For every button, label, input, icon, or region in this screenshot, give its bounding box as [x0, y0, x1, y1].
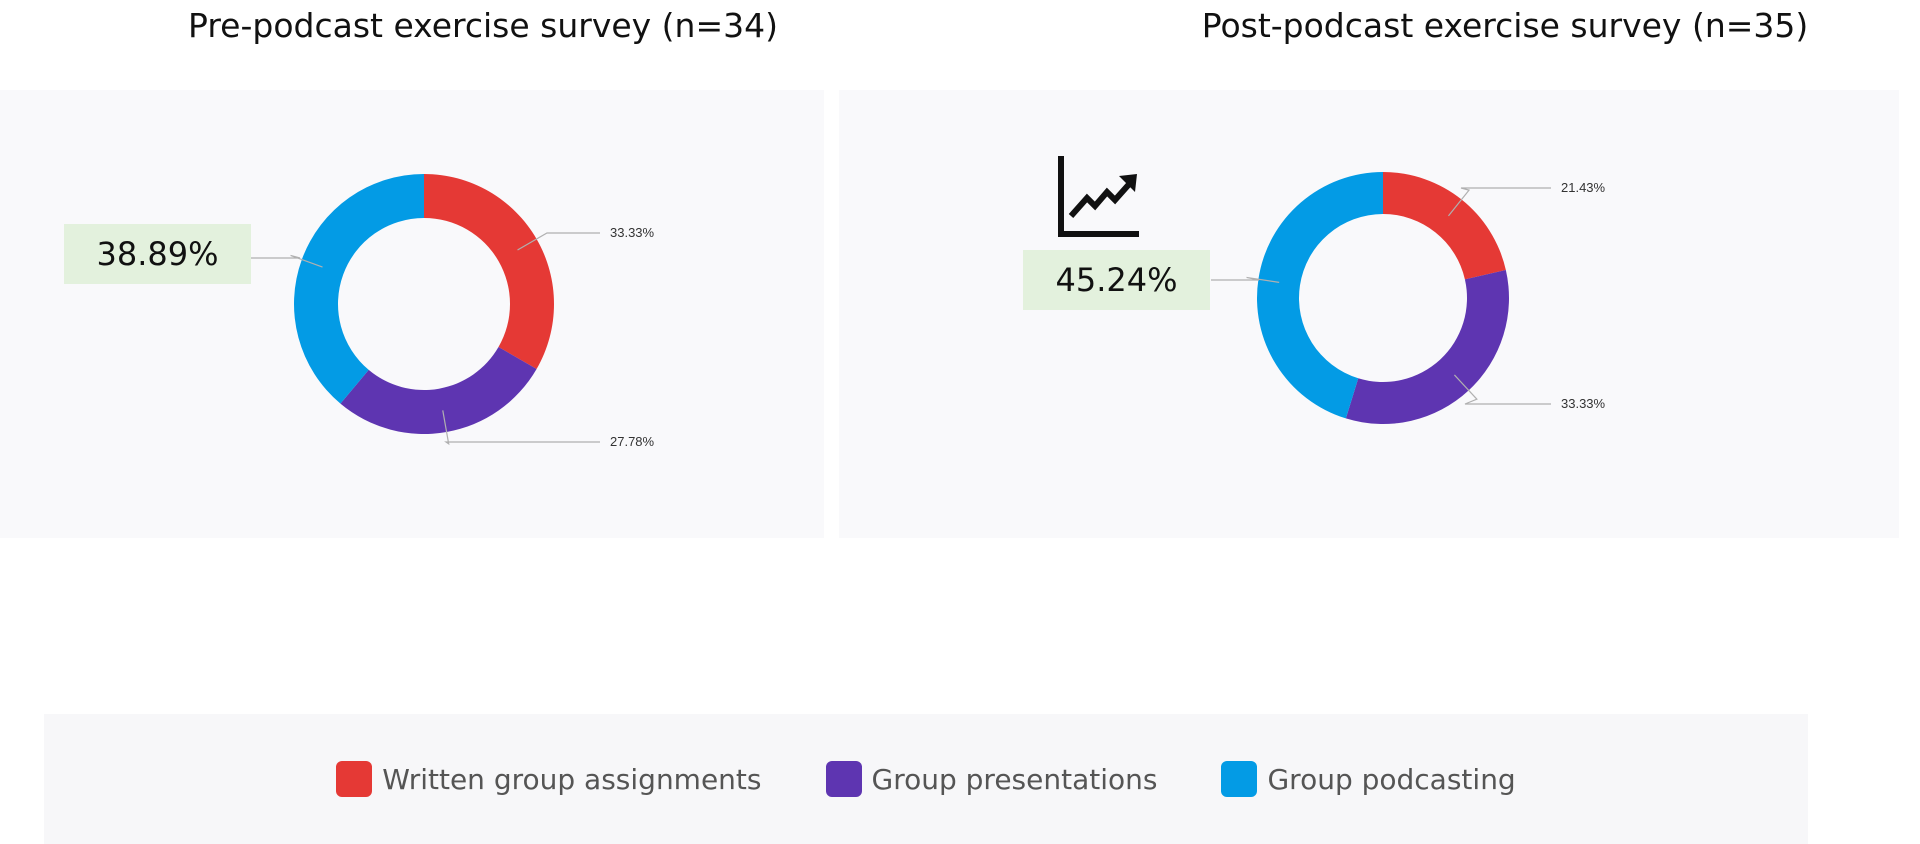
data-label-written: 33.33%	[610, 225, 655, 240]
legend-swatch	[336, 761, 373, 797]
data-label-presentations: 33.33%	[1561, 396, 1606, 411]
leader-line	[517, 232, 600, 251]
chart-panel-post: 21.43% 33.33% 45.24%	[839, 90, 1899, 538]
highlight-podcasting-value: 38.89%	[64, 224, 251, 284]
slice-group-presentations	[340, 346, 537, 435]
donut-chart-post: 21.43% 33.33%	[1211, 172, 1606, 425]
leader-line	[1448, 187, 1551, 217]
legend-swatch	[1221, 761, 1258, 797]
legend-item-podcasting: Group podcasting	[1221, 761, 1516, 797]
slice-group-presentations	[1345, 269, 1509, 425]
chart-title-post: Post-podcast exercise survey (n=35)	[1201, 6, 1809, 45]
highlight-podcasting-value: 45.24%	[1023, 250, 1210, 310]
slice-group-podcasting	[1257, 172, 1383, 419]
slice-written-group-assignments	[424, 174, 554, 369]
data-label-written: 21.43%	[1561, 180, 1606, 195]
legend-label: Written group assignments	[382, 762, 762, 796]
leader-line	[1211, 276, 1280, 283]
legend-label: Group podcasting	[1267, 762, 1516, 796]
legend: Written group assignments Group presenta…	[44, 714, 1808, 844]
leader-line	[442, 410, 600, 446]
leader-line	[1453, 374, 1551, 405]
data-label-presentations: 27.78%	[610, 434, 655, 449]
legend-item-presentations: Group presentations	[825, 761, 1158, 797]
legend-label: Group presentations	[871, 762, 1158, 796]
chart-panel-pre: 33.33% 27.78% 38.89%	[0, 90, 824, 538]
chart-title-pre: Pre-podcast exercise survey (n=34)	[188, 6, 778, 45]
leader-line	[250, 254, 323, 268]
slice-group-podcasting	[293, 174, 424, 404]
trending-up-icon	[1058, 156, 1139, 237]
donut-chart-pre: 33.33% 27.78%	[250, 174, 655, 449]
slice-written-group-assignments	[1383, 172, 1506, 280]
legend-item-written: Written group assignments	[336, 761, 762, 797]
legend-swatch	[825, 761, 862, 797]
